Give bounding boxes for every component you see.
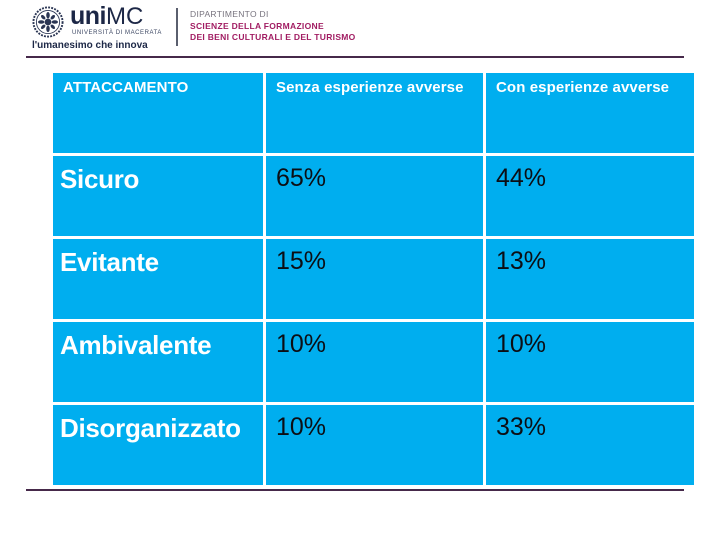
department-line-3: DEI BENI CULTURALI E DEL TURISMO [190,32,356,42]
row-label-disorganizzato: Disorganizzato [53,405,263,485]
wordmark-mc: MC [106,3,144,30]
row-label-ambivalente: Ambivalente [53,322,263,402]
university-seal-icon [32,6,64,38]
table-header-con-esperienze: Con esperienze avverse [486,73,694,153]
value-sicuro-con: 44% [486,156,694,236]
header-divider [176,8,178,46]
department-line-2: SCIENZE DELLA FORMAZIONE [190,20,324,31]
value-ambivalente-con: 10% [486,322,694,402]
value-ambivalente-senza: 10% [266,322,483,402]
row-label-sicuro: Sicuro [53,156,263,236]
attachment-table: ATTACCAMENTO Senza esperienze avverse Co… [53,73,694,485]
table-header-attaccamento: ATTACCAMENTO [53,73,263,153]
value-disorganizzato-con: 33% [486,405,694,485]
department-block: DIPARTIMENTO DI SCIENZE DELLA FORMAZIONE… [190,9,356,44]
table-header-senza-esperienze: Senza esperienze avverse [266,73,483,153]
value-disorganizzato-senza: 10% [266,405,483,485]
department-line-1: DIPARTIMENTO DI [190,9,269,19]
wordmark-uni: uni [70,2,107,30]
university-name: UNIVERSITÀ DI MACERATA [72,30,162,36]
unimc-wordmark: uniMC [70,4,143,29]
university-tagline: l'umanesimo che innova [32,40,148,51]
header-rule [26,56,684,58]
value-evitante-senza: 15% [266,239,483,319]
footer-rule [26,489,684,491]
value-sicuro-senza: 65% [266,156,483,236]
value-evitante-con: 13% [486,239,694,319]
row-label-evitante: Evitante [53,239,263,319]
